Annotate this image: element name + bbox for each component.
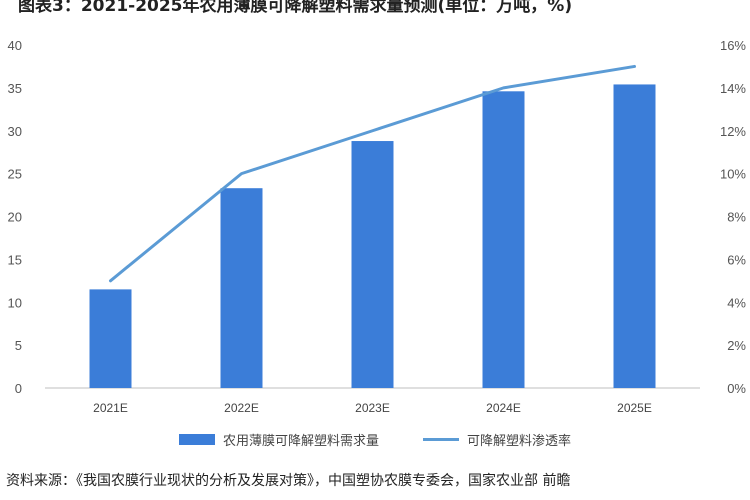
y-left-tick-label: 10 xyxy=(8,295,22,310)
y-left-tick-label: 30 xyxy=(8,124,22,139)
line-series xyxy=(109,64,636,283)
y-left-tick-label: 15 xyxy=(8,252,22,267)
bar-series xyxy=(89,84,656,389)
bar xyxy=(613,84,656,388)
x-axis-ticks: 2021E 2022E 2023E 2024E 2025E xyxy=(93,401,652,415)
y-right-tick-label: 12% xyxy=(720,124,746,139)
legend-bar-label: 农用薄膜可降解塑料需求量 xyxy=(222,434,379,449)
y-right-tick-label: 0% xyxy=(727,381,746,396)
x-tick-label: 2022E xyxy=(224,401,259,415)
y-left-tick-label: 5 xyxy=(15,338,22,353)
y-right-tick-label: 4% xyxy=(727,295,746,310)
x-tick-label: 2025E xyxy=(617,401,652,415)
y-left-tick-label: 40 xyxy=(8,38,22,53)
y-right-tick-label: 6% xyxy=(727,252,746,267)
bar xyxy=(351,141,394,388)
y-right-tick-label: 10% xyxy=(720,167,746,182)
legend-item-line: 可降解塑料渗透率 xyxy=(423,430,571,449)
legend: 农用薄膜可降解塑料需求量 可降解塑料渗透率 xyxy=(0,430,750,449)
y-axis-right: 0% 2% 4% 6% 8% 10% 12% 14% 16% xyxy=(720,38,746,396)
y-left-tick-label: 0 xyxy=(15,381,22,396)
legend-item-bar: 农用薄膜可降解塑料需求量 xyxy=(178,430,379,449)
y-right-tick-label: 16% xyxy=(720,38,746,53)
bar xyxy=(89,289,132,388)
y-left-tick-label: 25 xyxy=(8,167,22,182)
legend-line-label: 可降解塑料渗透率 xyxy=(467,434,572,449)
x-tick-label: 2021E xyxy=(93,401,128,415)
x-tick-label: 2024E xyxy=(486,401,521,415)
chart-title: 图表3：2021-2025年农用薄膜可降解塑料需求量预测(单位：万吨，%) xyxy=(18,0,573,16)
y-right-tick-label: 8% xyxy=(727,210,746,225)
y-left-tick-label: 35 xyxy=(8,81,22,96)
bar xyxy=(220,188,263,388)
legend-line-swatch xyxy=(423,438,459,441)
y-axis-left: 0 5 10 15 20 25 30 35 40 xyxy=(8,38,22,396)
bar xyxy=(482,91,525,389)
legend-bar-swatch xyxy=(178,434,215,445)
source-note: 资料来源：《我国农膜行业现状的分析及发展对策》，中国塑协农膜专委会，国家农业部 … xyxy=(6,473,571,489)
y-right-tick-label: 14% xyxy=(720,81,746,96)
y-left-tick-label: 20 xyxy=(8,210,22,225)
x-tick-label: 2023E xyxy=(355,401,390,415)
y-right-tick-label: 2% xyxy=(727,338,746,353)
